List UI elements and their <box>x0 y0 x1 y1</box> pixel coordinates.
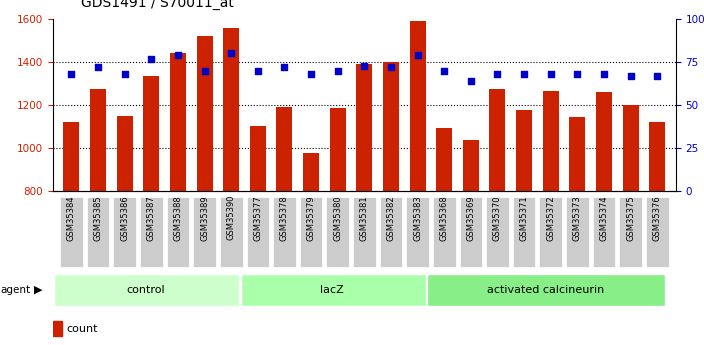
Point <box>439 68 450 73</box>
Bar <box>543 91 559 191</box>
Point <box>358 63 370 68</box>
Bar <box>170 53 186 191</box>
Text: GSM35369: GSM35369 <box>466 195 475 240</box>
Bar <box>53 321 61 336</box>
Point <box>332 68 344 73</box>
Bar <box>570 117 585 191</box>
Point <box>146 56 157 61</box>
Bar <box>90 89 106 191</box>
Text: GSM35371: GSM35371 <box>520 195 529 240</box>
Point <box>65 71 77 77</box>
Bar <box>622 105 639 191</box>
Bar <box>463 140 479 191</box>
Bar <box>144 76 159 191</box>
Text: GSM35378: GSM35378 <box>280 195 289 241</box>
Bar <box>383 62 399 191</box>
Text: GSM35373: GSM35373 <box>573 195 582 241</box>
Text: GSM35387: GSM35387 <box>147 195 156 241</box>
Text: GSM35377: GSM35377 <box>253 195 263 241</box>
Bar <box>117 116 132 191</box>
Bar <box>356 64 372 191</box>
Text: GSM35384: GSM35384 <box>67 195 76 240</box>
Bar <box>277 107 292 191</box>
Bar <box>436 128 452 191</box>
Text: GSM35370: GSM35370 <box>493 195 502 240</box>
Text: GSM35381: GSM35381 <box>360 195 369 240</box>
Bar <box>516 109 532 191</box>
Point <box>545 71 556 77</box>
Point <box>412 52 423 58</box>
Bar <box>596 92 612 191</box>
Bar <box>410 21 425 191</box>
Point <box>119 71 130 77</box>
Text: control: control <box>127 285 165 295</box>
Text: agent: agent <box>1 285 31 295</box>
Bar <box>250 126 266 191</box>
Point <box>652 73 663 79</box>
Text: GSM35375: GSM35375 <box>626 195 635 240</box>
Point <box>385 65 396 70</box>
Text: GSM35386: GSM35386 <box>120 195 130 241</box>
Bar <box>196 36 213 191</box>
Bar <box>649 122 665 191</box>
Point <box>172 52 184 58</box>
Point <box>572 71 583 77</box>
Text: GDS1491 / S70011_at: GDS1491 / S70011_at <box>81 0 234 10</box>
Text: GSM35380: GSM35380 <box>333 195 342 240</box>
Bar <box>489 89 505 191</box>
Text: activated calcineurin: activated calcineurin <box>486 285 604 295</box>
Bar <box>223 28 239 191</box>
Point <box>199 68 210 73</box>
Text: ▶: ▶ <box>34 285 42 295</box>
Text: GSM35385: GSM35385 <box>94 195 103 240</box>
Text: lacZ: lacZ <box>320 285 344 295</box>
Text: GSM35368: GSM35368 <box>440 195 448 241</box>
Text: GSM35389: GSM35389 <box>200 195 209 240</box>
Point <box>225 51 237 56</box>
Bar <box>329 108 346 191</box>
Point <box>492 71 503 77</box>
Point <box>625 73 636 79</box>
Text: GSM35383: GSM35383 <box>413 195 422 241</box>
Bar <box>63 122 80 191</box>
Point <box>252 68 263 73</box>
Point <box>306 71 317 77</box>
Text: GSM35388: GSM35388 <box>173 195 182 241</box>
Text: GSM35382: GSM35382 <box>386 195 396 240</box>
Text: GSM35376: GSM35376 <box>653 195 662 241</box>
Text: GSM35390: GSM35390 <box>227 195 236 240</box>
Point <box>598 71 610 77</box>
Point <box>465 78 477 84</box>
Point <box>92 65 103 70</box>
Text: GSM35374: GSM35374 <box>599 195 608 240</box>
FancyBboxPatch shape <box>241 274 425 306</box>
Point <box>518 71 529 77</box>
Text: GSM35379: GSM35379 <box>306 195 315 240</box>
FancyBboxPatch shape <box>427 274 665 306</box>
Bar <box>303 152 319 191</box>
Text: count: count <box>67 324 99 334</box>
Text: GSM35372: GSM35372 <box>546 195 555 240</box>
Point <box>279 65 290 70</box>
FancyBboxPatch shape <box>54 274 239 306</box>
